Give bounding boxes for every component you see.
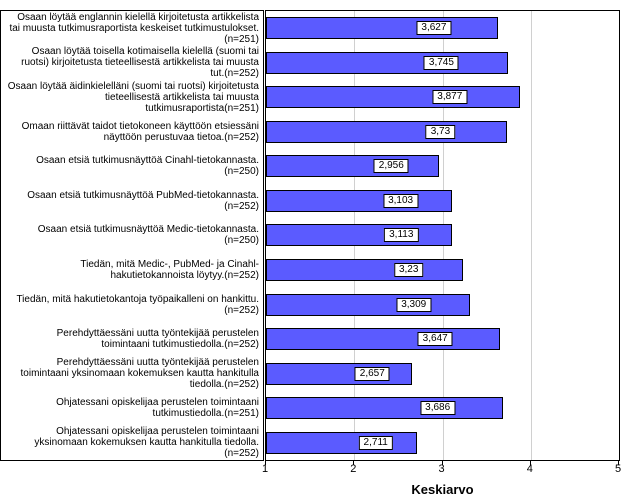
- bar: 3,686: [266, 397, 503, 419]
- bar-label: Osaan löytää toisella kotimaisella kiele…: [1, 46, 263, 81]
- bar: 3,73: [266, 121, 507, 143]
- bar: 3,103: [266, 190, 452, 212]
- bar-label: Omaan riittävät taidot tietokoneen käytt…: [1, 115, 263, 150]
- bar-row: 3,309: [266, 287, 619, 322]
- bar-value-label: 2,657: [355, 367, 390, 381]
- bar-row: 3,113: [266, 218, 619, 253]
- bar-value-label: 3,113: [384, 228, 418, 242]
- bar-label: Osaan etsiä tutkimusnäyttöä PubMed-tieto…: [1, 184, 263, 219]
- bar-label: Perehdyttäessäni uutta työntekijää perus…: [1, 356, 263, 391]
- bar-chart: Osaan löytää englannin kielellä kirjoite…: [0, 0, 626, 501]
- bar-row: 3,686: [266, 391, 619, 426]
- bar-value-label: 3,627: [416, 21, 451, 35]
- bars-container: 3,627 3,745 3,877 3,73 2,956 3,103 3,113 3,23 3,…: [266, 11, 619, 460]
- bar-value-label: 3,309: [396, 298, 431, 312]
- bar: 2,657: [266, 363, 412, 385]
- bar-label: Osaan etsiä tutkimusnäyttöä Cinahl-tieto…: [1, 149, 263, 184]
- bar-value-label: 2,711: [359, 436, 393, 450]
- bar-row: 2,711: [266, 425, 619, 460]
- bar: 3,877: [266, 86, 520, 108]
- plot-area: 3,627 3,745 3,877 3,73 2,956 3,103 3,113 3,23 3,…: [265, 10, 620, 461]
- bar: 3,627: [266, 17, 498, 39]
- bar: 2,711: [266, 432, 417, 454]
- bar-row: 2,956: [266, 149, 619, 184]
- bar-value-label: 2,956: [374, 159, 409, 173]
- x-tick-mark: [530, 460, 531, 465]
- bar-row: 3,73: [266, 115, 619, 150]
- bar-row: 3,627: [266, 11, 619, 46]
- y-axis-labels: Osaan löytää englannin kielellä kirjoite…: [0, 10, 264, 461]
- bar: 3,745: [266, 52, 508, 74]
- bar-value-label: 3,23: [394, 263, 423, 277]
- bar-row: 2,657: [266, 356, 619, 391]
- bar: 3,647: [266, 328, 500, 350]
- bar-value-label: 3,745: [424, 56, 459, 70]
- bar-label: Osaan etsiä tutkimusnäyttöä Medic-tietok…: [1, 218, 263, 253]
- x-tick-mark: [265, 460, 266, 465]
- bar-row: 3,103: [266, 184, 619, 219]
- x-axis-title: Keskiarvo: [265, 482, 620, 497]
- bar-row: 3,877: [266, 80, 619, 115]
- bar-value-label: 3,103: [383, 194, 418, 208]
- bar-label: Perehdyttäessäni uutta työntekijää perus…: [1, 322, 263, 357]
- bar-label: Tiedän, mitä Medic-, PubMed- ja Cinahl-h…: [1, 253, 263, 288]
- bar: 3,23: [266, 259, 463, 281]
- x-tick-mark: [353, 460, 354, 465]
- bar-value-label: 3,686: [420, 401, 455, 415]
- x-axis-ticks: 12345: [265, 463, 620, 479]
- bar-value-label: 3,73: [426, 125, 455, 139]
- bar-label: Ohjatessani opiskelijaa perustelen toimi…: [1, 425, 263, 460]
- bar: 3,113: [266, 224, 452, 246]
- bar-label: Osaan löytää äidinkielelläni (suomi tai …: [1, 80, 263, 115]
- bar-row: 3,23: [266, 253, 619, 288]
- bar-label: Osaan löytää englannin kielellä kirjoite…: [1, 11, 263, 46]
- x-tick-mark: [442, 460, 443, 465]
- bar-value-label: 3,647: [418, 332, 453, 346]
- x-tick-mark: [618, 460, 619, 465]
- bar: 3,309: [266, 294, 470, 316]
- bar-row: 3,647: [266, 322, 619, 357]
- bar-row: 3,745: [266, 46, 619, 81]
- bar: 2,956: [266, 155, 439, 177]
- bar-value-label: 3,877: [432, 90, 467, 104]
- bar-label: Ohjatessani opiskelijaa perustelen toimi…: [1, 391, 263, 426]
- bar-label: Tiedän, mitä hakutietokantoja työpaikall…: [1, 287, 263, 322]
